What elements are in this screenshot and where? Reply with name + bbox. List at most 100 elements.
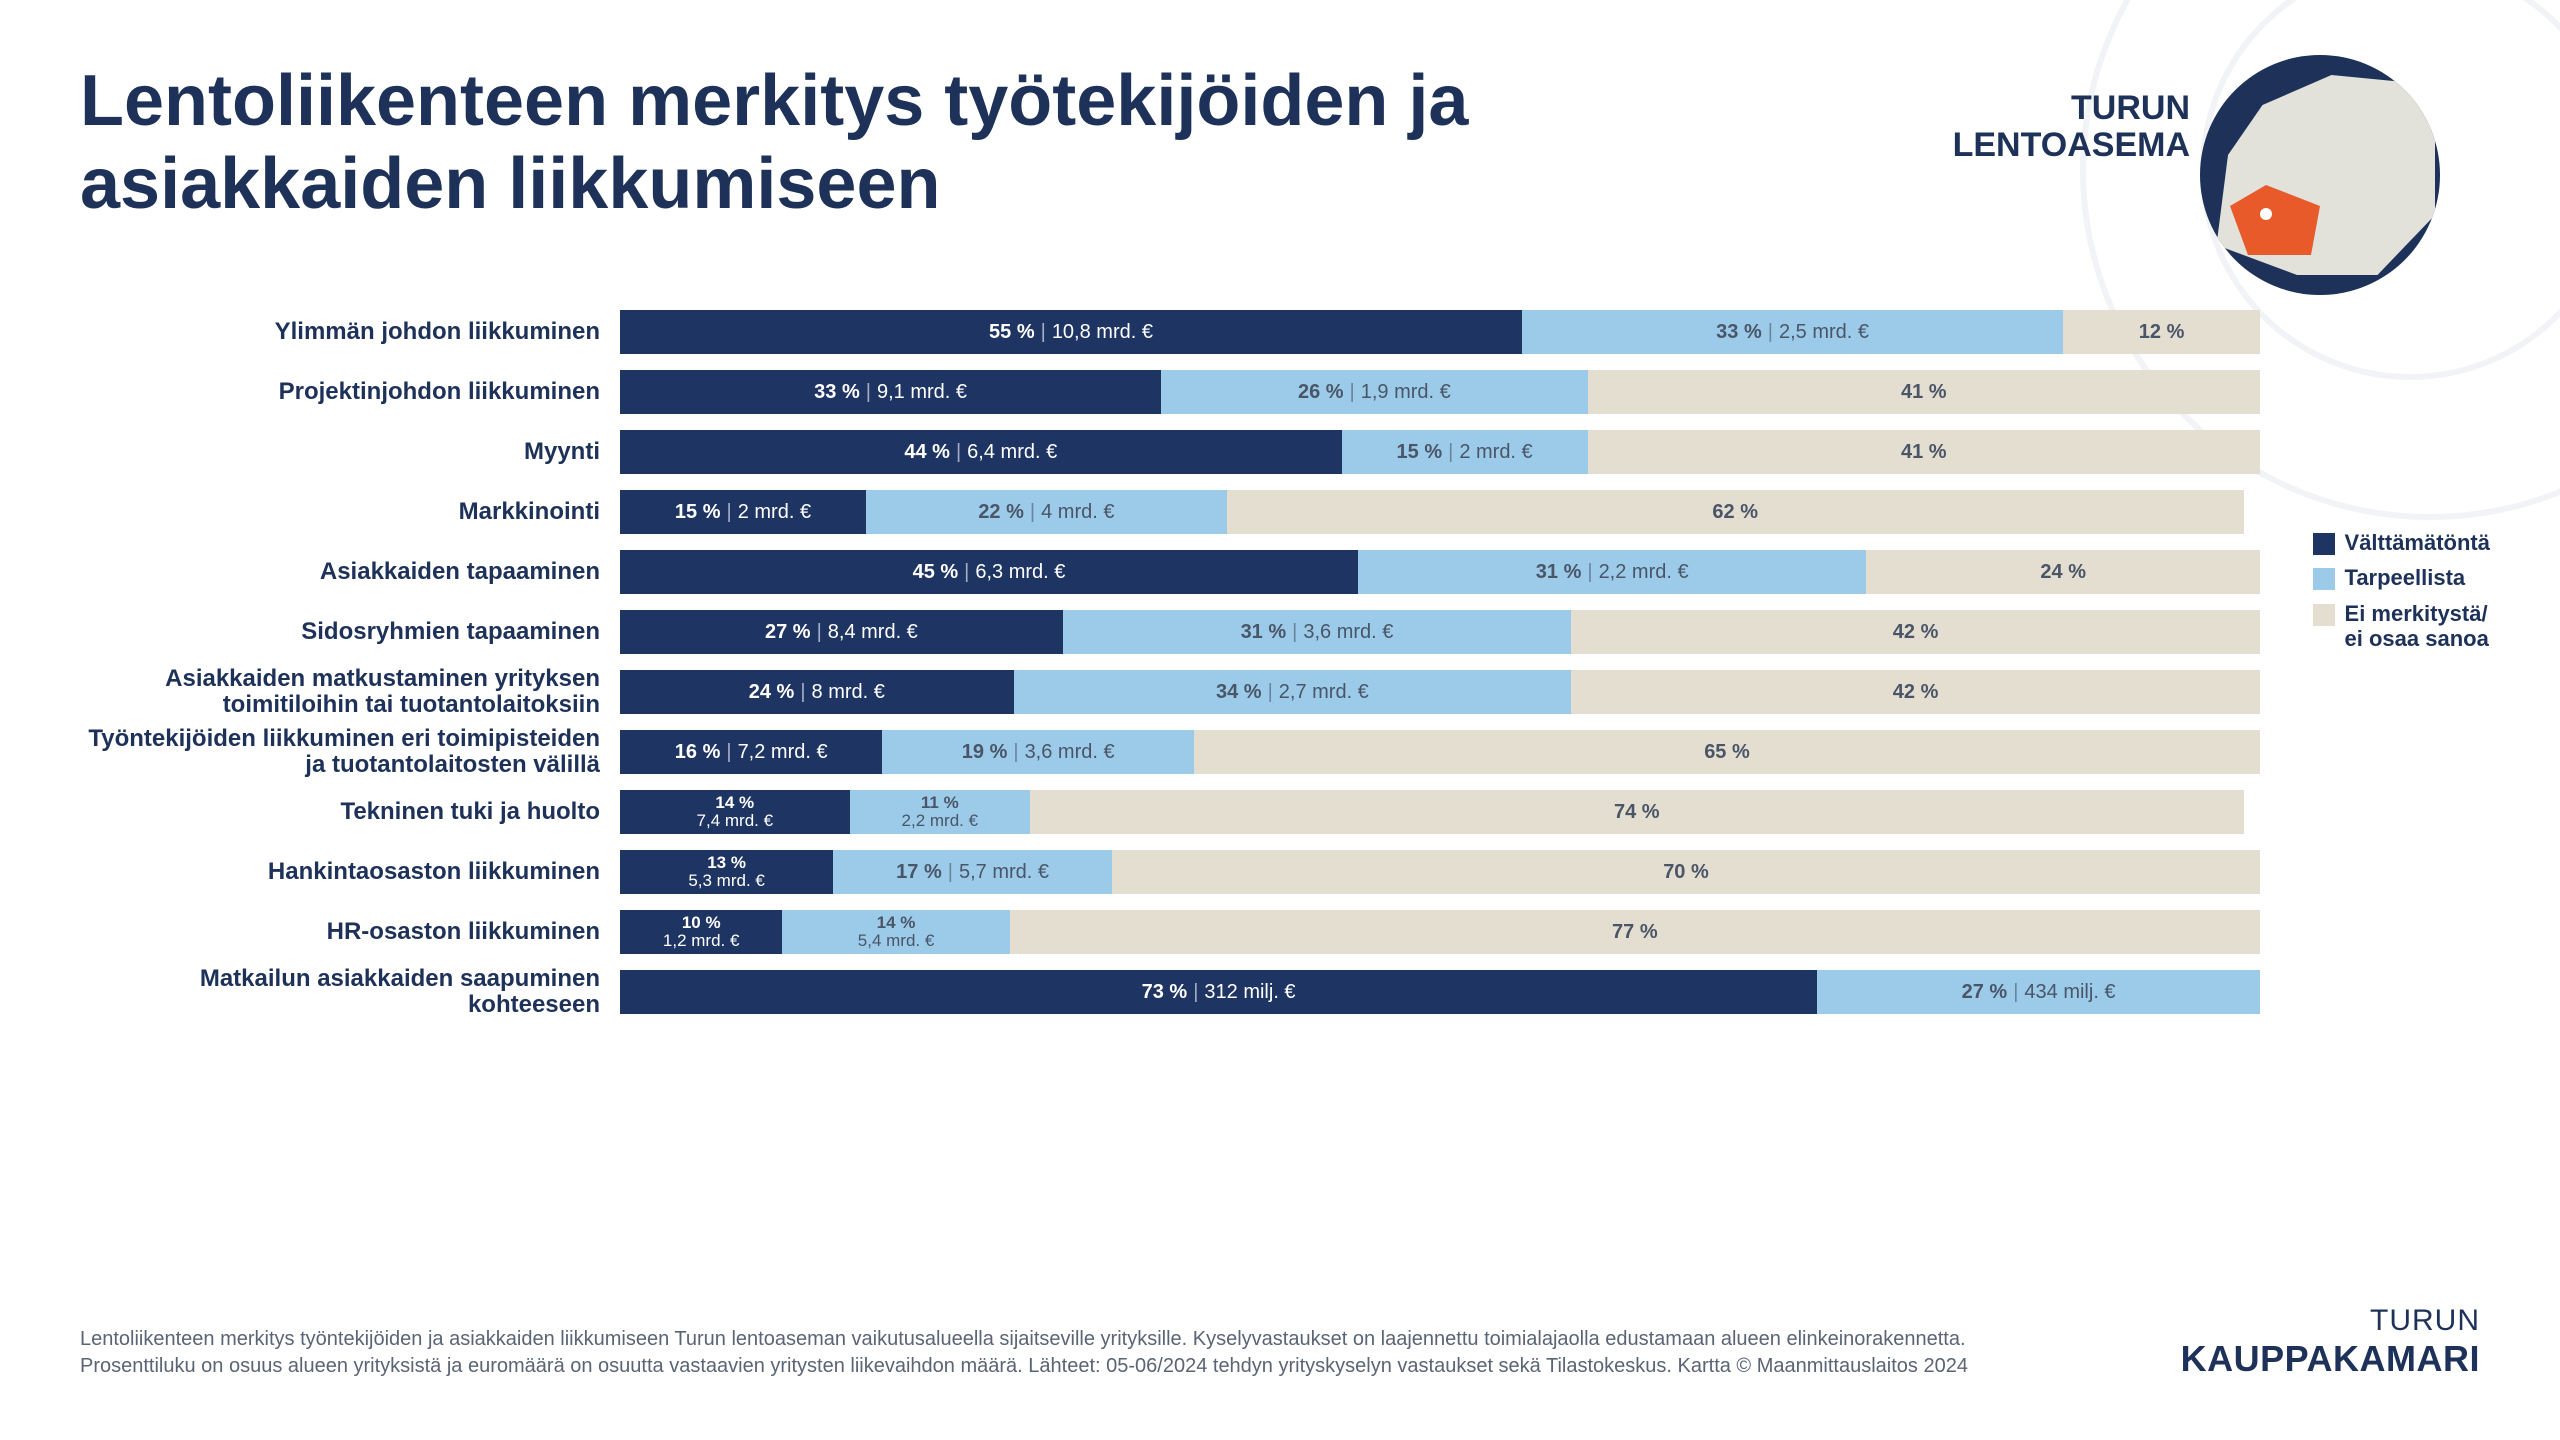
segment-value: 8 mrd. € [812,681,885,704]
brand-line2: KAUPPAKAMARI [2181,1338,2480,1380]
bar-segment-essential: 24 %|8 mrd. € [620,670,1014,714]
bar-track: 10 %1,2 mrd. €14 %5,4 mrd. €77 % [620,910,2260,954]
segment-pct: 42 % [1893,621,1939,644]
segment-pct: 16 % [675,741,721,764]
segment-divider: | [958,561,975,584]
bar-segment-essential: 14 %7,4 mrd. € [620,790,850,834]
segment-divider: | [1344,381,1361,404]
bar-segment-essential: 33 %|9,1 mrd. € [620,370,1161,414]
legend-swatch-essential [2313,533,2335,555]
bar-segment-essential: 73 %|312 milj. € [620,970,1817,1014]
bar-segment-none: 24 % [1866,550,2260,594]
segment-pct: 13 % [707,854,746,872]
segment-value: 5,3 mrd. € [688,872,765,890]
segment-divider: | [721,501,738,524]
chart-row: Työntekijöiden liikkuminen eri toimipist… [80,730,2260,774]
segment-pct: 65 % [1704,741,1750,764]
segment-pct: 45 % [913,561,959,584]
bar-segment-none: 42 % [1571,610,2260,654]
chart-row: Asiakkaiden tapaaminen45 %|6,3 mrd. €31 … [80,550,2260,594]
segment-pct: 31 % [1241,621,1287,644]
segment-divider: | [1007,741,1024,764]
segment-value: 5,4 mrd. € [858,932,935,950]
row-label: Hankintaosaston liikkuminen [80,859,620,885]
segment-divider: | [942,861,959,884]
bar-segment-essential: 13 %5,3 mrd. € [620,850,833,894]
segment-value: 4 mrd. € [1041,501,1114,524]
bar-segment-essential: 10 %1,2 mrd. € [620,910,782,954]
page-root: Lentoliikenteen merkitys työtekijöiden j… [0,0,2560,1440]
chart-row: Projektinjohdon liikkuminen33 %|9,1 mrd.… [80,370,2260,414]
chart-row: Asiakkaiden matkustaminen yrityksen toim… [80,670,2260,714]
bar-track: 15 %|2 mrd. €22 %|4 mrd. €62 % [620,490,2260,534]
bar-segment-none: 62 % [1227,490,2244,534]
segment-value: 1,2 mrd. € [663,932,740,950]
segment-divider: | [720,741,737,764]
segment-pct: 55 % [989,321,1035,344]
segment-value: 3,6 mrd. € [1025,741,1115,764]
bar-segment-essential: 16 %|7,2 mrd. € [620,730,882,774]
bar-segment-essential: 44 %|6,4 mrd. € [620,430,1342,474]
segment-pct: 19 % [962,741,1008,764]
row-label: Matkailun asiakkaiden saapuminen kohtees… [80,966,620,1019]
segment-pct: 70 % [1663,861,1709,884]
segment-pct: 34 % [1216,681,1262,704]
segment-value: 2,5 mrd. € [1779,321,1869,344]
map-badge [2200,55,2440,295]
segment-pct: 15 % [675,501,721,524]
footnote: Lentoliikenteen merkitys työntekijöiden … [80,1326,1980,1380]
bar-segment-essential: 15 %|2 mrd. € [620,490,866,534]
segment-pct: 11 % [921,794,959,812]
page-title: Lentoliikenteen merkitys työtekijöiden j… [80,60,1680,226]
segment-pct: 44 % [904,441,950,464]
chart-row: Matkailun asiakkaiden saapuminen kohtees… [80,970,2260,1014]
segment-divider: | [1442,441,1459,464]
bar-track: 55 %|10,8 mrd. €33 %|2,5 mrd. €12 % [620,310,2260,354]
segment-pct: 33 % [1716,321,1762,344]
bar-segment-none: 74 % [1030,790,2244,834]
brand-line1: TURUN [2181,1304,2480,1338]
segment-value: 7,4 mrd. € [697,812,774,830]
chart-row: Sidosryhmien tapaaminen27 %|8,4 mrd. € 31… [80,610,2260,654]
chart-row: Myynti44 %|6,4 mrd. €15 %|2 mrd. €41 % [80,430,2260,474]
row-label: Ylimmän johdon liikkuminen [80,319,620,345]
segment-pct: 27 % [1962,981,2008,1004]
segment-pct: 62 % [1712,501,1758,524]
row-label: Myynti [80,439,620,465]
bar-segment-none: 12 % [2063,310,2260,354]
bar-segment-necessary: 14 %5,4 mrd. € [782,910,1009,954]
segment-divider: | [2007,981,2024,1004]
segment-pct: 14 % [715,794,754,812]
segment-pct: 73 % [1142,981,1188,1004]
segment-value: 8,4 mrd. € [828,621,918,644]
bar-segment-essential: 27 %|8,4 mrd. € [620,610,1063,654]
segment-pct: 24 % [749,681,795,704]
chart-row: Markkinointi15 %|2 mrd. €22 %|4 mrd. €62… [80,490,2260,534]
legend-swatch-necessary [2313,568,2335,590]
segment-divider: | [1581,561,1598,584]
bar-segment-necessary: 33 %|2,5 mrd. € [1522,310,2063,354]
segment-value: 1,9 mrd. € [1361,381,1451,404]
chart-area: Ylimmän johdon liikkuminen55 %|10,8 mrd.… [80,310,2260,1030]
segment-value: 2 mrd. € [738,501,811,524]
legend-none-line2: ei osaa sanoa [2345,626,2489,651]
legend-text-none: Ei merkitystä/ ei osaa sanoa [2345,601,2489,652]
segment-value: 2,7 mrd. € [1279,681,1369,704]
segment-pct: 74 % [1614,801,1660,824]
segment-divider: | [1024,501,1041,524]
bar-segment-essential: 45 %|6,3 mrd. € [620,550,1358,594]
segment-divider: | [1187,981,1204,1004]
legend: Välttämätöntä Tarpeellista Ei merkitystä… [2313,530,2490,661]
segment-pct: 14 % [877,914,916,932]
legend-item-none: Ei merkitystä/ ei osaa sanoa [2313,601,2490,652]
segment-value: 7,2 mrd. € [738,741,828,764]
segment-value: 2,2 mrd. € [902,812,979,830]
segment-pct: 41 % [1901,441,1947,464]
bar-segment-none: 77 % [1010,910,2260,954]
segment-value: 6,3 mrd. € [975,561,1065,584]
row-label: Sidosryhmien tapaaminen [80,619,620,645]
bar-track: 13 %5,3 mrd. €17 %|5,7 mrd. €70 % [620,850,2260,894]
legend-item-necessary: Tarpeellista [2313,565,2490,590]
segment-divider: | [811,621,828,644]
bar-segment-necessary: 31 %|2,2 mrd. € [1358,550,1866,594]
